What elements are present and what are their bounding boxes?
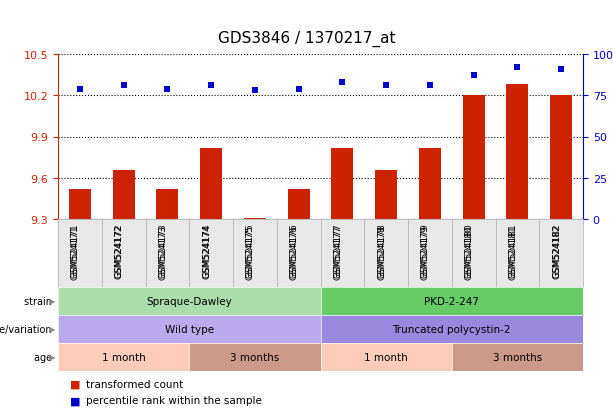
Bar (375, 170, 397, 219)
Text: transformed count: transformed count (86, 379, 183, 389)
Text: GSM524173: GSM524173 (158, 224, 167, 279)
Text: ■: ■ (70, 379, 84, 389)
Text: GSM524177: GSM524177 (333, 223, 343, 278)
Point (556, 66, 566, 73)
Bar (287, 189, 310, 219)
Point (162, 86, 172, 93)
Text: percentile rank within the sample: percentile rank within the sample (86, 395, 262, 406)
Text: GSM524172: GSM524172 (115, 223, 124, 278)
Text: strain: strain (24, 296, 55, 306)
Text: ■: ■ (70, 395, 84, 406)
Text: GSM524181: GSM524181 (508, 223, 517, 278)
Text: GSM524173: GSM524173 (158, 223, 167, 278)
Text: PKD-2-247: PKD-2-247 (424, 296, 479, 306)
Bar (69, 189, 91, 219)
Text: ▶: ▶ (48, 325, 55, 334)
Text: 1 month: 1 month (102, 352, 145, 362)
Text: GSM524171: GSM524171 (71, 224, 80, 279)
Bar (244, 218, 266, 219)
Bar (463, 96, 484, 219)
Text: GSM524182: GSM524182 (552, 223, 561, 278)
Text: 1 month: 1 month (364, 352, 408, 362)
Point (469, 73, 479, 80)
Text: 3 months: 3 months (493, 352, 542, 362)
Text: GSM524174: GSM524174 (202, 223, 211, 278)
Text: GSM524176: GSM524176 (289, 224, 299, 279)
Point (425, 83, 435, 90)
Bar (113, 170, 135, 219)
Bar (332, 148, 353, 219)
Point (250, 88, 260, 95)
Text: GSM524182: GSM524182 (552, 224, 561, 279)
Text: GSM524178: GSM524178 (377, 224, 386, 279)
Text: GSM524180: GSM524180 (465, 224, 474, 279)
Text: GSM524178: GSM524178 (377, 223, 386, 278)
Bar (550, 96, 572, 219)
Text: ▶: ▶ (48, 297, 55, 306)
Text: ▶: ▶ (48, 353, 55, 362)
Text: 3 months: 3 months (230, 352, 280, 362)
Text: GSM524175: GSM524175 (246, 223, 255, 278)
Point (119, 83, 129, 90)
Point (381, 83, 391, 90)
Text: GSM524177: GSM524177 (333, 224, 343, 279)
Point (512, 65, 522, 71)
Text: GDS3846 / 1370217_at: GDS3846 / 1370217_at (218, 31, 395, 47)
Text: GSM524176: GSM524176 (289, 223, 299, 278)
Bar (506, 85, 528, 219)
Text: GSM524171: GSM524171 (71, 223, 80, 278)
Text: GSM524179: GSM524179 (421, 223, 430, 278)
Text: GSM524172: GSM524172 (115, 224, 124, 279)
Text: GSM524174: GSM524174 (202, 224, 211, 279)
Point (75, 86, 85, 93)
Text: Wild type: Wild type (165, 324, 214, 334)
Point (338, 80, 348, 86)
Text: GSM524175: GSM524175 (246, 224, 255, 279)
Text: GSM524181: GSM524181 (508, 224, 517, 279)
Text: Spraque-Dawley: Spraque-Dawley (147, 296, 232, 306)
Bar (156, 189, 178, 219)
Point (206, 83, 216, 90)
Text: age: age (34, 352, 55, 362)
Bar (200, 148, 222, 219)
Text: GSM524180: GSM524180 (465, 223, 474, 278)
Bar (419, 148, 441, 219)
Text: GSM524179: GSM524179 (421, 224, 430, 279)
Text: Truncated polycystin-2: Truncated polycystin-2 (392, 324, 511, 334)
Text: genotype/variation: genotype/variation (0, 324, 55, 334)
Point (294, 86, 303, 93)
